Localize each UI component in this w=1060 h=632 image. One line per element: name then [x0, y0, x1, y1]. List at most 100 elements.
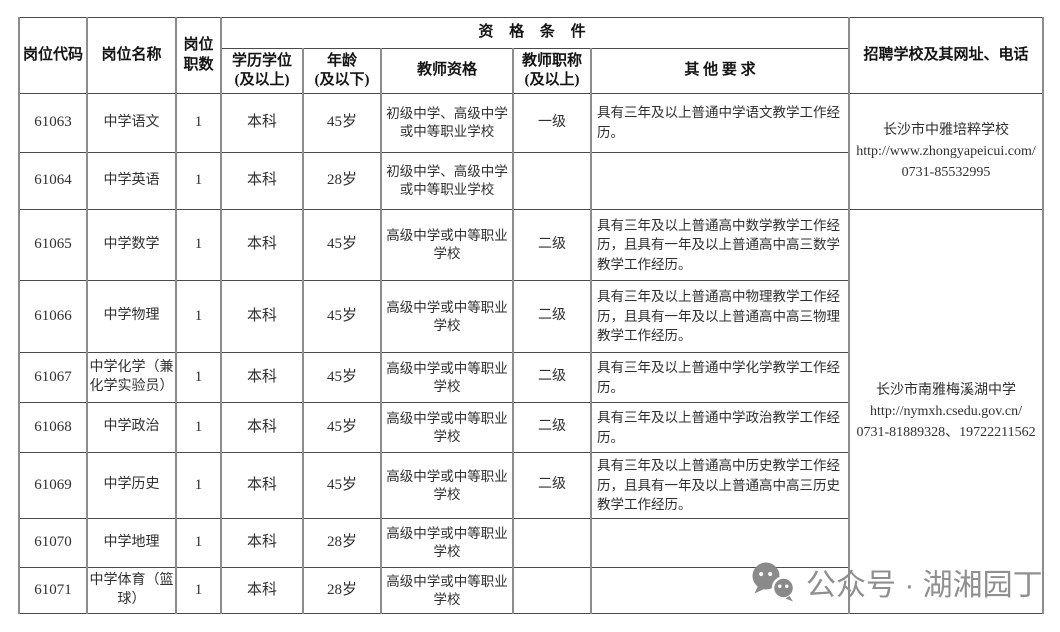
cell-code: 61071 — [18, 567, 88, 614]
cell-cert: 高级中学或中等职业 学校 — [380, 402, 514, 453]
cell-count: 1 — [175, 452, 222, 519]
cell-name: 中学地理 — [86, 518, 177, 568]
cell-age: 45岁 — [302, 93, 382, 153]
cell-code: 61065 — [18, 209, 88, 281]
cell-code: 61070 — [18, 518, 88, 568]
cell-count: 1 — [175, 518, 222, 568]
cell-name: 中学政治 — [86, 402, 177, 453]
cell-age: 28岁 — [302, 152, 382, 210]
header-count: 岗位 职数 — [175, 17, 222, 94]
cell-count: 1 — [175, 93, 222, 153]
header-other: 其 他 要 求 — [589, 48, 851, 94]
cell-cert: 高级中学或中等职业 学校 — [380, 518, 514, 568]
cell-degree: 本科 — [220, 352, 304, 403]
cell-count: 1 — [175, 209, 222, 281]
cell-code: 61067 — [18, 352, 88, 403]
cell-requirements: 具有三年及以上普通中学语文教学工作经历。 — [589, 93, 851, 153]
cell-title — [512, 152, 592, 210]
header-name: 岗位名称 — [86, 17, 177, 94]
cell-title: 二级 — [512, 209, 592, 281]
school-url: http://www.zhongyapeicui.com/ — [856, 144, 1036, 159]
cell-degree: 本科 — [220, 567, 304, 614]
header-degree: 学历学位 (及以上) — [220, 48, 304, 94]
cell-cert: 高级中学或中等职业 学校 — [380, 280, 514, 353]
cell-count: 1 — [175, 352, 222, 403]
cell-age: 45岁 — [302, 280, 382, 353]
cell-requirements: 具有三年及以上普通高中历史教学工作经历，且具有一年及以上普通高中高三历史教学工作… — [589, 452, 851, 519]
cell-title: 二级 — [512, 280, 592, 353]
school-phone: 0731-81889328、19722211562 — [856, 425, 1036, 440]
header-qualification-group: 资 格 条 件 — [219, 17, 851, 49]
cell-name: 中学化学（兼化学实验员） — [86, 352, 177, 403]
cell-degree: 本科 — [220, 518, 304, 568]
cell-degree: 本科 — [220, 280, 304, 353]
cell-age: 45岁 — [302, 402, 382, 453]
cell-title — [512, 518, 592, 568]
table-row: 61064 中学英语 1 本科 28岁 初级中学、高级中学 或中等职业学校 — [18, 152, 1043, 210]
header-row-2: 学历学位 (及以上) 年龄 (及以下) 教师资格 教师职称 (及以上) 其 他 … — [19, 48, 1043, 94]
cell-degree: 本科 — [220, 209, 304, 281]
header-age: 年龄 (及以下) — [302, 48, 382, 94]
school-phone: 0731-85532995 — [901, 165, 991, 180]
recruitment-table: 岗位代码 岗位名称 岗位 职数 资 格 条 件 招聘学校及其网址、电话 学历学位… — [18, 17, 1045, 614]
cell-degree: 本科 — [220, 402, 304, 453]
cell-cert: 高级中学或中等职业 学校 — [380, 452, 514, 519]
cell-code: 61066 — [18, 280, 88, 353]
cell-name: 中学英语 — [86, 152, 177, 210]
cell-name: 中学历史 — [86, 452, 177, 519]
cell-requirements — [589, 152, 851, 210]
table-row: 61070 中学地理 1 本科 28岁 高级中学或中等职业 学校 — [18, 518, 1043, 568]
header-row-1: 岗位代码 岗位名称 岗位 职数 资 格 条 件 招聘学校及其网址、电话 — [18, 17, 1045, 94]
cell-age: 45岁 — [302, 352, 382, 403]
cell-title — [512, 567, 592, 614]
cell-age: 45岁 — [302, 209, 382, 281]
school-url: http://nymxh.csedu.gov.cn/ — [870, 404, 1022, 419]
school-name: 长沙市中雅培粹学校 — [883, 123, 1010, 138]
cell-cert: 高级中学或中等职业 学校 — [380, 567, 514, 614]
cell-school-1: 长沙市中雅培粹学校 http://www.zhongyapeicui.com/ … — [848, 93, 1045, 210]
cell-requirements — [589, 567, 851, 614]
cell-count: 1 — [175, 280, 222, 353]
cell-requirements: 具有三年及以上普通中学政治教学工作经历。 — [589, 402, 851, 453]
cell-cert: 高级中学或中等职业 学校 — [380, 352, 514, 403]
table-row: 61069 中学历史 1 本科 45岁 高级中学或中等职业 学校 二级 具有三年… — [18, 452, 1043, 519]
header-code: 岗位代码 — [18, 17, 88, 94]
cell-name: 中学体育（篮球） — [86, 567, 177, 614]
cell-name: 中学物理 — [86, 280, 177, 353]
school-name: 长沙市南雅梅溪湖中学 — [876, 383, 1017, 398]
table-row: 61065 中学数学 1 本科 45岁 高级中学或中等职业 学校 二级 具有三年… — [18, 209, 1045, 614]
cell-school-2: 长沙市南雅梅溪湖中学 http://nymxh.csedu.gov.cn/ 07… — [848, 209, 1045, 614]
cell-code: 61068 — [18, 402, 88, 453]
watermark-text: 公众号 · 湖湘园丁 — [806, 569, 1043, 602]
cell-count: 1 — [175, 152, 222, 210]
header-cert: 教师资格 — [380, 48, 514, 94]
table-row: 61071 中学体育（篮球） 1 本科 28岁 高级中学或中等职业 学校 — [18, 567, 1043, 614]
cell-title: 二级 — [512, 452, 592, 519]
table-row: 61067 中学化学（兼化学实验员） 1 本科 45岁 高级中学或中等职业 学校… — [18, 352, 1043, 403]
cell-age: 28岁 — [302, 518, 382, 568]
cell-age: 45岁 — [302, 452, 382, 519]
cell-title: 二级 — [512, 402, 592, 453]
cell-degree: 本科 — [220, 93, 304, 153]
cell-count: 1 — [175, 567, 222, 614]
cell-title: 二级 — [512, 352, 592, 403]
cell-code: 61064 — [18, 152, 88, 210]
header-title: 教师职称 (及以上) — [512, 48, 592, 94]
table-row: 61063 中学语文 1 本科 45岁 初级中学、高级中学 或中等职业学校 一级… — [18, 93, 1045, 210]
cell-cert: 高级中学或中等职业 学校 — [380, 209, 514, 281]
cell-code: 61063 — [18, 93, 88, 153]
cell-requirements: 具有三年及以上普通中学化学教学工作经历。 — [589, 352, 851, 403]
cell-degree: 本科 — [220, 452, 304, 519]
watermark: 公众号 · 湖湘园丁 — [750, 560, 1043, 604]
cell-code: 61069 — [18, 452, 88, 519]
cell-name: 中学数学 — [86, 209, 177, 281]
cell-cert: 初级中学、高级中学 或中等职业学校 — [380, 152, 514, 210]
header-school: 招聘学校及其网址、电话 — [848, 17, 1045, 94]
cell-requirements: 具有三年及以上普通高中物理教学工作经历，且具有一年及以上普通高中高三物理教学工作… — [589, 280, 851, 353]
wechat-icon — [752, 562, 796, 602]
cell-title: 一级 — [512, 93, 592, 153]
cell-degree: 本科 — [220, 152, 304, 210]
cell-cert: 初级中学、高级中学 或中等职业学校 — [380, 93, 514, 153]
cell-age: 28岁 — [302, 567, 382, 614]
cell-requirements: 具有三年及以上普通高中数学教学工作经历，且具有一年及以上普通高中高三数学教学工作… — [589, 209, 851, 281]
